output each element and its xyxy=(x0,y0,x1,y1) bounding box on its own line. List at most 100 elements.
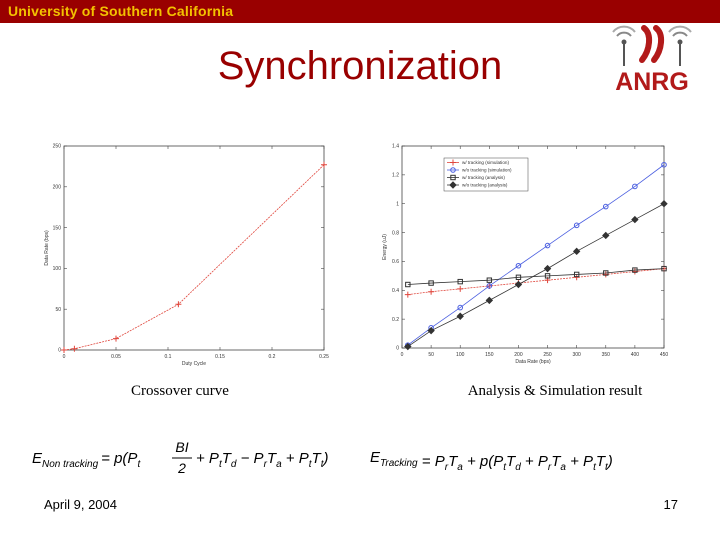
svg-text:ETracking = PrTa + p(PtTd +: ETracking = PrTa + p(PtTd + PrTa + PtTt) xyxy=(370,449,613,472)
data-point xyxy=(457,278,463,285)
x-tick-label: 250 xyxy=(543,352,552,358)
formula-left-tail: + PtTd − PrTa + PtTt) xyxy=(196,450,328,470)
data-point xyxy=(485,296,494,305)
formula-piece: + P xyxy=(196,450,219,467)
y-axis-label: Energy (uJ) xyxy=(382,234,388,260)
anrg-logo: ANRG xyxy=(612,25,692,96)
y-tick-label: 0 xyxy=(58,348,61,354)
formula-piece: r xyxy=(264,459,268,470)
plot-area xyxy=(63,145,325,351)
y-tick-label: 0.4 xyxy=(392,288,399,294)
data-point xyxy=(457,285,464,292)
formula-left-rhs-pre: = p(P xyxy=(101,450,137,467)
legend-entry: w/o tracking (simulation) xyxy=(447,167,512,173)
crossover-chart: 0 0.05 0.1 0.15 0.2 0.25 0 50 100 150 200 250 Duty C… xyxy=(40,138,340,366)
data-point xyxy=(113,335,119,342)
formula-piece: − P xyxy=(236,450,263,467)
data-point xyxy=(632,183,638,190)
formula-non-tracking: ENon tracking = p(Pt BI 2 + PtTd − PrTa +… xyxy=(32,439,328,476)
data-point xyxy=(486,277,493,283)
x-tick-label: 100 xyxy=(456,352,465,358)
series-line xyxy=(407,268,665,296)
y-tick-label: 250 xyxy=(53,144,62,150)
data-point xyxy=(71,345,78,352)
data-point xyxy=(515,274,522,281)
formula-piece: T xyxy=(506,453,517,470)
legend-label: w/o tracking (analysis) xyxy=(462,183,508,188)
data-point xyxy=(456,312,464,320)
data-point xyxy=(404,291,411,298)
formula-piece: = P xyxy=(422,453,445,470)
series-line xyxy=(407,203,665,347)
formula-piece: + P xyxy=(521,453,548,470)
wireless-antenna-icon xyxy=(612,25,692,66)
x-axis-label: Data Rate (bps) xyxy=(515,359,551,365)
data-point xyxy=(603,270,609,276)
legend-label: w/ tracking (analysis) xyxy=(462,175,505,180)
data-point xyxy=(450,167,456,173)
x-tick-label: 50 xyxy=(428,352,434,358)
data-point xyxy=(449,181,457,189)
legend-entry: w/ tracking (analysis) xyxy=(447,174,505,181)
data-point xyxy=(544,242,551,249)
data-point xyxy=(572,247,581,256)
series-line xyxy=(63,164,325,351)
legend-box xyxy=(443,157,529,192)
y-tick-label: 100 xyxy=(53,266,62,272)
data-point xyxy=(515,262,522,269)
data-point xyxy=(543,264,552,273)
data-point xyxy=(631,215,639,224)
data-point xyxy=(321,161,327,168)
formula-right-lhs-sub: Tracking xyxy=(380,458,418,469)
caption-crossover: Crossover curve xyxy=(131,383,229,399)
formula-piece: ) xyxy=(321,450,328,467)
formula-piece: T xyxy=(448,453,459,470)
x-axis-label: Duty Cycle xyxy=(182,361,206,366)
legend-entry: w/o tracking (analysis) xyxy=(447,181,508,189)
formula-piece: t xyxy=(503,462,507,472)
slide-title: Synchronization xyxy=(217,44,503,88)
data-point xyxy=(450,174,456,181)
legend-entry: w/ tracking (simulation) xyxy=(447,159,509,166)
x-tick-label: 0 xyxy=(63,354,66,360)
x-tick-label: 0.15 xyxy=(215,354,225,360)
series-line xyxy=(407,164,665,346)
data-point xyxy=(427,326,435,335)
formula-piece: ) xyxy=(606,453,613,470)
data-point xyxy=(428,280,434,286)
formula-piece: t xyxy=(593,462,597,472)
formula-piece: t xyxy=(605,462,609,472)
data-point xyxy=(404,342,412,351)
y-axis-label: Data Rate (bps) xyxy=(44,230,50,266)
formula-piece: d xyxy=(515,462,521,472)
formula-piece: t xyxy=(219,459,223,470)
series xyxy=(404,200,668,351)
data-point xyxy=(573,271,580,278)
data-point xyxy=(661,265,667,272)
series xyxy=(405,161,667,348)
formula-piece: T xyxy=(222,450,233,467)
energy-chart: 0 50 100 150 200 250 300 350 400 450 0 0.2 0.4 0.6 0.8… xyxy=(370,138,676,366)
data-point xyxy=(632,267,638,273)
formula-tracking: ETracking = PrTa + p(PtTd + PrTa + PtTt) xyxy=(370,449,613,472)
y-tick-label: 200 xyxy=(53,185,62,191)
series xyxy=(61,161,327,353)
data-point xyxy=(486,283,493,289)
y-tick-label: 0.8 xyxy=(392,230,399,236)
data-point xyxy=(573,222,580,229)
y-tick-label: 1 xyxy=(396,201,399,207)
x-tick-label: 450 xyxy=(660,352,669,358)
caption-analysis: Analysis & Simulation result xyxy=(467,383,643,399)
data-point xyxy=(457,304,464,311)
formula-left-sub-t: t xyxy=(137,459,141,470)
data-point xyxy=(573,274,580,281)
formula-fraction-num: BI xyxy=(175,439,188,455)
x-tick-label: 0.05 xyxy=(111,354,121,360)
x-tick-label: 400 xyxy=(631,352,640,358)
formula-piece: t xyxy=(321,459,325,470)
slide-date: April 9, 2004 xyxy=(44,497,117,512)
formula-right-lhs: E xyxy=(370,449,381,466)
data-point xyxy=(602,231,610,240)
y-tick-label: 0 xyxy=(396,346,399,352)
y-tick-label: 0.2 xyxy=(392,317,399,323)
